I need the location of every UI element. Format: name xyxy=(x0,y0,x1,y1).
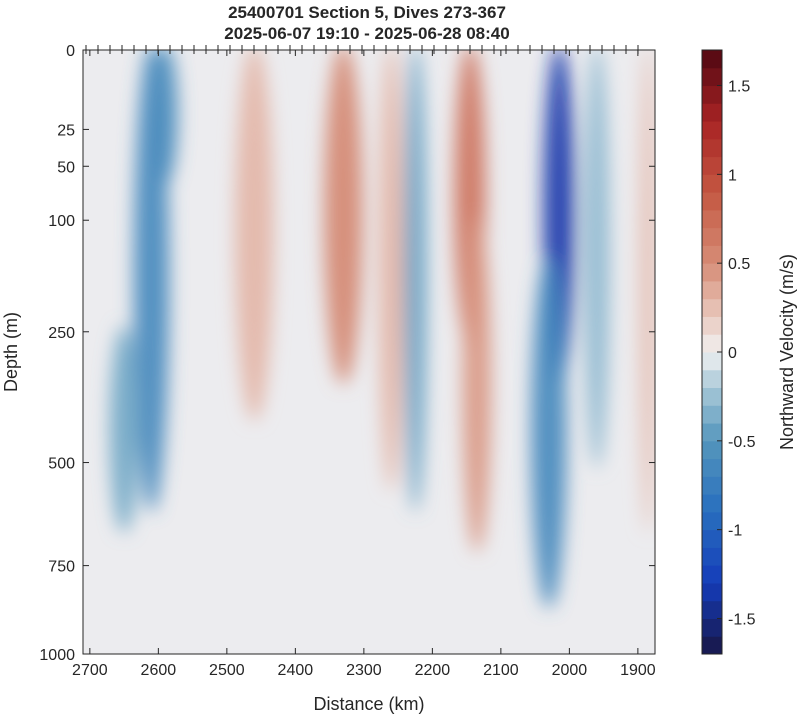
y-axis: 0 25 50 100 250 500 750 1000 xyxy=(39,43,655,664)
colorbar-segment xyxy=(702,103,722,122)
colorbar-segment xyxy=(702,458,722,477)
plot-frame xyxy=(82,49,656,655)
velocity-feature xyxy=(109,325,139,533)
colorbar-segment xyxy=(702,227,722,246)
plot-area: 2700 2600 2500 2400 2300 2200 2100 2000 1900 0 25… xyxy=(39,43,656,679)
y-tick-label: 100 xyxy=(48,213,75,230)
colorbar-segment xyxy=(702,547,722,566)
colorbar-tick-label: 1 xyxy=(728,167,737,184)
colorbar-segment xyxy=(702,529,722,548)
colorbar-segment xyxy=(702,423,722,442)
velocity-feature xyxy=(531,256,567,609)
colorbar-segment xyxy=(702,67,722,87)
colorbar-segment xyxy=(702,138,722,158)
velocity-feature xyxy=(152,50,178,185)
colorbar-segment xyxy=(702,316,722,335)
y-tick-label: 500 xyxy=(48,456,75,473)
velocity-feature xyxy=(378,50,404,491)
velocity-feature xyxy=(462,214,492,553)
colorbar-segment xyxy=(702,334,722,353)
colorbar-tick-label: -1.5 xyxy=(728,611,756,628)
colorbar-segment xyxy=(702,245,722,264)
x-tick-label: 1900 xyxy=(620,662,656,679)
colorbar-segment xyxy=(702,582,722,602)
colorbar-segment xyxy=(702,636,722,655)
y-tick-label: 50 xyxy=(57,159,75,176)
colorbar-tick-label: -1 xyxy=(728,523,742,540)
y-tick-label: 250 xyxy=(48,325,75,342)
colorbar-segment xyxy=(702,280,722,300)
colorbar-segment xyxy=(702,387,722,406)
colorbar-segment xyxy=(702,405,722,424)
colorbar-segment xyxy=(702,121,722,140)
colorbar-segment xyxy=(702,511,722,531)
colorbar-segment xyxy=(702,476,722,495)
colorbar: -1.5 -1 -0.5 0 0.5 1 1.5 xyxy=(701,49,756,655)
colorbar-segment xyxy=(702,209,722,229)
x-tick-label: 2200 xyxy=(415,662,451,679)
colorbar-segment xyxy=(702,156,722,175)
colorbar-tick-label: 0 xyxy=(728,345,737,362)
colorbar-segment xyxy=(702,494,722,513)
x-tick-label: 2400 xyxy=(278,662,314,679)
colorbar-segment xyxy=(702,600,722,619)
colorbar-segment xyxy=(702,618,722,637)
colorbar-ticks: -1.5 -1 -0.5 0 0.5 1 1.5 xyxy=(717,79,756,628)
x-axis-label: Distance (km) xyxy=(313,694,424,714)
chart-subtitle: 2025-06-07 19:10 - 2025-06-28 08:40 xyxy=(224,24,509,43)
colorbar-segments xyxy=(702,50,722,655)
x-tick-label: 2500 xyxy=(209,662,245,679)
colorbar-segment xyxy=(702,352,722,371)
x-tick-label: 2300 xyxy=(346,662,382,679)
y-tick-label: 1000 xyxy=(39,647,75,664)
y-tick-label: 0 xyxy=(66,43,75,60)
colorbar-segment xyxy=(702,440,722,460)
velocity-feature xyxy=(234,50,274,421)
velocity-field xyxy=(109,50,655,609)
colorbar-segment xyxy=(702,50,722,69)
x-axis: 2700 2600 2500 2400 2300 2200 2100 2000 1900 xyxy=(72,50,656,679)
x-tick-label: 2700 xyxy=(72,662,108,679)
colorbar-segment xyxy=(702,565,722,584)
colorbar-tick-label: -0.5 xyxy=(728,434,756,451)
y-axis-label: Depth (m) xyxy=(1,312,21,392)
colorbar-segment xyxy=(702,263,722,282)
velocity-feature xyxy=(584,50,610,469)
colorbar-tick-label: 1.5 xyxy=(728,79,750,96)
colorbar-segment xyxy=(702,174,722,193)
x-tick-label: 2600 xyxy=(141,662,177,679)
colorbar-segment xyxy=(702,192,722,211)
y-tick-label: 25 xyxy=(57,122,75,139)
colorbar-segment xyxy=(702,85,722,104)
colorbar-segment xyxy=(702,369,722,389)
y-tick-label: 750 xyxy=(48,559,75,576)
chart-title: 25400701 Section 5, Dives 273-367 xyxy=(228,3,506,22)
velocity-feature xyxy=(323,50,363,385)
velocity-feature xyxy=(639,50,655,533)
colorbar-tick-label: 0.5 xyxy=(728,256,750,273)
x-tick-label: 2100 xyxy=(483,662,519,679)
colorbar-label: Northward Velocity (m/s) xyxy=(777,254,797,450)
velocity-feature xyxy=(404,50,427,512)
x-tick-label: 2000 xyxy=(552,662,588,679)
colorbar-segment xyxy=(702,298,722,317)
